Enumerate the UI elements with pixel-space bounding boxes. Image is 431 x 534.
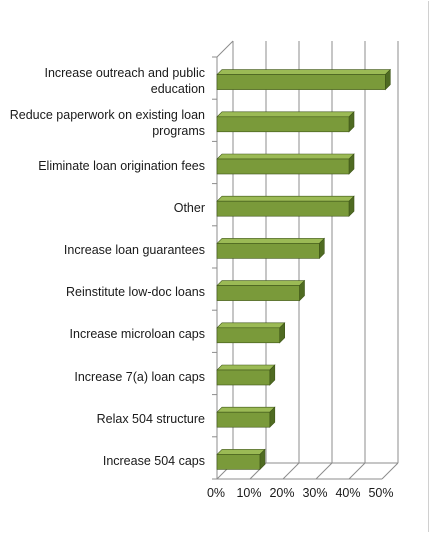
bar-top: [216, 322, 286, 329]
bar-top: [216, 238, 326, 244]
category-label: Increase microloan caps: [69, 327, 205, 342]
bar: [216, 200, 350, 217]
bar: [216, 158, 350, 175]
bar-top: [216, 195, 355, 202]
category-label: Reduce paperwork on existing loan progra…: [9, 108, 205, 139]
category-label: Other: [173, 200, 205, 215]
category-label: Reinstitute low-doc loans: [66, 285, 205, 300]
floor-gridline: [282, 462, 300, 480]
category-label: Increase 7(a) loan caps: [74, 369, 205, 384]
category-label: Eliminate loan origination fees: [38, 158, 205, 173]
bar: [216, 74, 386, 90]
bar: [216, 327, 281, 344]
bar: [216, 411, 271, 428]
floor-gridline: [348, 462, 366, 480]
x-tick-label: 40%: [335, 486, 361, 500]
x-tick-label: 10%: [236, 486, 262, 500]
bar-top: [216, 153, 355, 160]
bar: [216, 285, 300, 301]
x-tick-label: 0%: [206, 486, 226, 500]
x-tick-label: 50%: [368, 486, 394, 500]
bar: [216, 243, 320, 259]
bar: [216, 454, 261, 470]
bar-top: [216, 111, 355, 118]
left-wall-top: [216, 40, 234, 58]
category-label: Relax 504 structure: [96, 411, 205, 426]
x-tick-label: 30%: [302, 486, 328, 500]
bar: [216, 116, 350, 133]
category-label: Increase outreach and public education: [44, 66, 205, 97]
bar-top: [216, 69, 392, 75]
floor-gridline: [315, 462, 333, 480]
bar-top: [216, 280, 306, 286]
bar-top: [216, 406, 276, 413]
bar-top: [216, 449, 266, 455]
bar: [216, 369, 271, 386]
x-tick-label: 20%: [269, 486, 295, 500]
category-label: Increase loan guarantees: [63, 242, 205, 257]
category-label: Increase 504 caps: [102, 453, 205, 468]
bar-top: [216, 364, 276, 371]
floor-gridline: [381, 462, 399, 480]
